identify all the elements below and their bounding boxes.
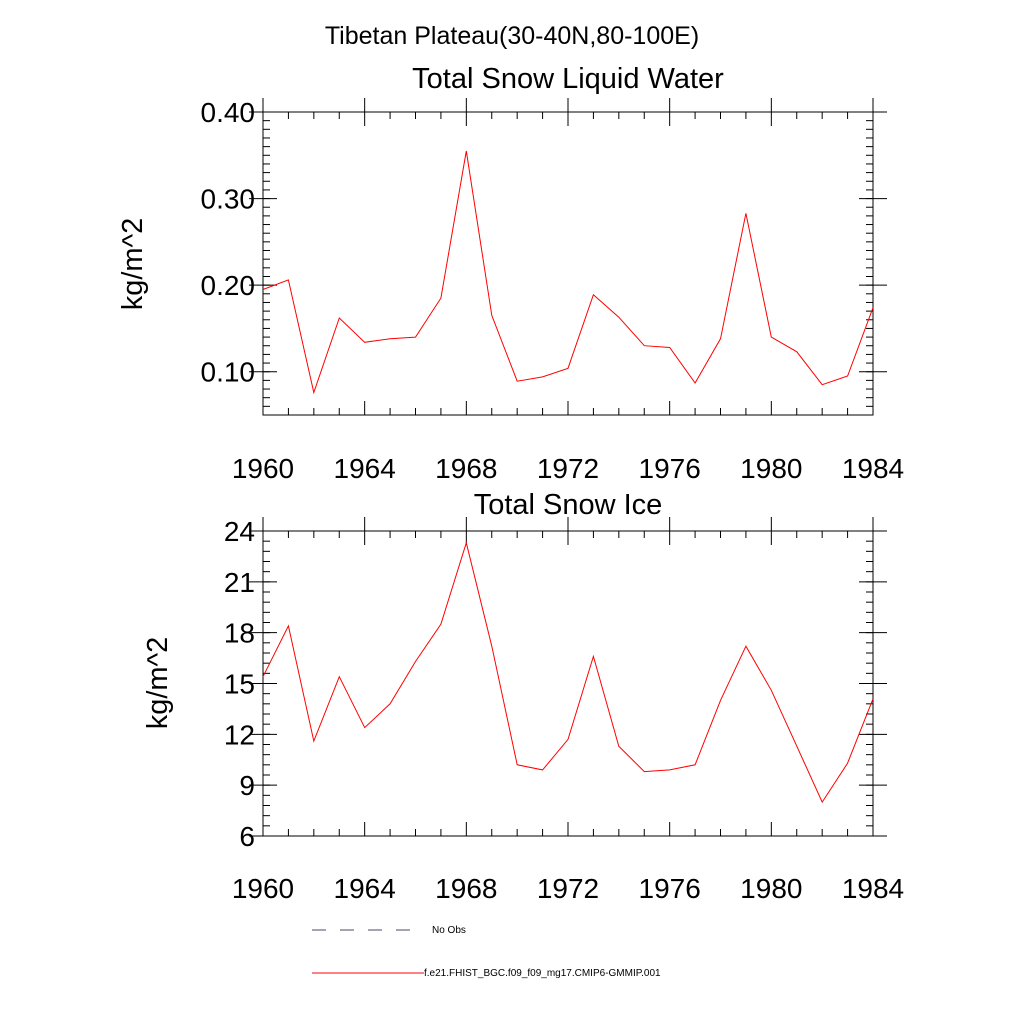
y-tick-label: 9 xyxy=(239,770,255,801)
y-axis-label: kg/m^2 xyxy=(142,637,174,730)
chart-title: Total Snow Ice xyxy=(474,489,663,521)
x-tick-label: 1972 xyxy=(537,453,599,484)
panel-snow-liquid-water: Total Snow Liquid Water kg/m^2 1960 1964 196… xyxy=(117,63,904,484)
legend-entry-no-obs: No Obs xyxy=(312,925,466,936)
y-axis-label: kg/m^2 xyxy=(117,218,149,311)
x-tick-label: 1968 xyxy=(435,453,497,484)
x-tick-label: 1960 xyxy=(232,453,294,484)
y-tick-label: 0.40 xyxy=(201,97,256,128)
series-line xyxy=(262,150,874,395)
legend-label-no-obs: No Obs xyxy=(432,925,466,936)
y-tick-label: 12 xyxy=(224,719,255,750)
y-tick-label: 6 xyxy=(239,821,255,852)
plot-frame xyxy=(262,530,874,837)
chart-title: Total Snow Liquid Water xyxy=(412,63,724,95)
legend-entry-model: f.e21.FHIST_BGC.f09_f09_mg17.CMIP6-GMMIP… xyxy=(312,968,661,979)
x-tick-label: 1984 xyxy=(842,873,904,904)
x-tick-label: 1968 xyxy=(435,873,497,904)
y-tick-label: 24 xyxy=(224,516,255,547)
series-line xyxy=(262,541,874,804)
x-tick-label: 1980 xyxy=(740,873,802,904)
x-tick-label: 1960 xyxy=(232,873,294,904)
legend-label-model: f.e21.FHIST_BGC.f09_f09_mg17.CMIP6-GMMIP… xyxy=(424,968,661,979)
y-tick-label: 15 xyxy=(224,669,255,700)
x-tick-label: 1964 xyxy=(334,453,396,484)
x-tick-label: 1984 xyxy=(842,453,904,484)
y-tick-label: 21 xyxy=(224,567,255,598)
x-tick-label: 1980 xyxy=(740,453,802,484)
y-tick-label: 0.10 xyxy=(201,357,256,388)
y-tick-label: 0.20 xyxy=(201,270,256,301)
plot-frame xyxy=(262,111,874,416)
x-tick-label: 1976 xyxy=(639,873,701,904)
figure-suptitle: Tibetan Plateau(30-40N,80-100E) xyxy=(325,22,699,50)
legend: No Obs f.e21.FHIST_BGC.f09_f09_mg17.CMIP… xyxy=(312,925,661,979)
y-tick-label: 18 xyxy=(224,618,255,649)
y-tick-label: 0.30 xyxy=(201,184,256,215)
x-tick-label: 1976 xyxy=(639,453,701,484)
x-tick-label: 1964 xyxy=(334,873,396,904)
panel-snow-ice: Total Snow Ice kg/m^2 1960 1964 1968 1972 1976… xyxy=(142,489,904,904)
x-tick-label: 1972 xyxy=(537,873,599,904)
